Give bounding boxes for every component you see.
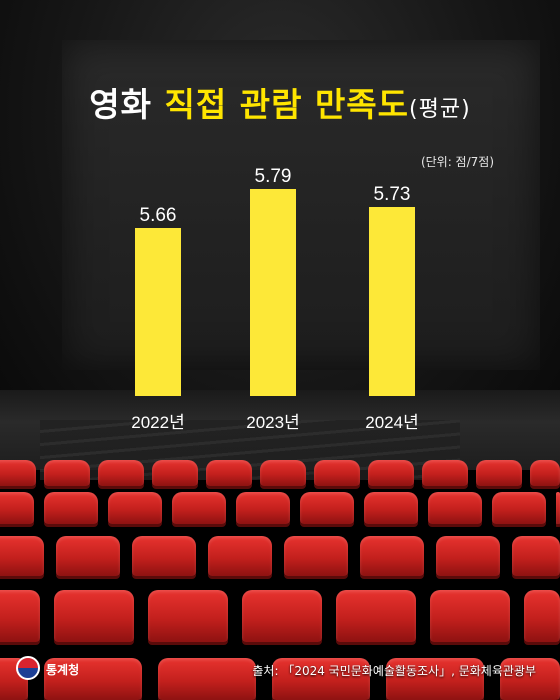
seat	[530, 460, 560, 486]
seat	[300, 492, 354, 524]
statistics-korea-logo-icon	[16, 656, 40, 680]
category-label: 2023년	[246, 413, 299, 432]
seat	[368, 460, 414, 486]
bar-2024년	[369, 207, 415, 396]
seat	[284, 536, 348, 576]
seat	[386, 658, 484, 700]
seat	[492, 492, 546, 524]
seat	[364, 492, 418, 524]
chart-title: 영화 직접 관람 만족도(평균)	[0, 78, 560, 126]
seat	[208, 536, 272, 576]
seat	[0, 492, 34, 524]
seat	[556, 492, 560, 524]
seat	[360, 536, 424, 576]
seat	[428, 492, 482, 524]
seat	[172, 492, 226, 524]
seat	[98, 460, 144, 486]
seat	[0, 590, 40, 642]
title-part-yellow: 직접 관람 만족도	[164, 85, 410, 124]
seat	[436, 536, 500, 576]
seat	[132, 536, 196, 576]
seat	[272, 658, 370, 700]
seat	[158, 658, 256, 700]
unit-label: (단위: 점/7점)	[420, 155, 494, 169]
value-label: 5.73	[374, 184, 411, 205]
seat	[0, 536, 44, 576]
seat	[148, 590, 228, 642]
seat	[512, 536, 560, 576]
seat	[476, 460, 522, 486]
seat	[44, 658, 142, 700]
seat	[206, 460, 252, 486]
seat	[314, 460, 360, 486]
seat	[260, 460, 306, 486]
value-label: 5.79	[255, 166, 292, 187]
seat	[236, 492, 290, 524]
title-part-white: 영화	[89, 85, 153, 124]
seat	[54, 590, 134, 642]
seat	[108, 492, 162, 524]
seat	[500, 658, 560, 700]
seat	[430, 590, 510, 642]
seat	[44, 460, 90, 486]
seat	[56, 536, 120, 576]
source-note: 출처: 「2024 국민문화예술활동조사」, 문화체육관광부	[252, 664, 536, 678]
value-label: 5.66	[140, 205, 177, 226]
seat	[242, 590, 322, 642]
bar-2023년	[250, 189, 296, 396]
category-label: 2024년	[365, 413, 418, 432]
org-name: 통계청	[46, 663, 80, 677]
seat	[44, 492, 98, 524]
seat	[524, 590, 560, 642]
seat	[152, 460, 198, 486]
bar-2022년	[135, 228, 181, 396]
category-label: 2022년	[131, 413, 184, 432]
seat	[336, 590, 416, 642]
seat	[0, 460, 36, 486]
seat	[422, 460, 468, 486]
title-part-paren: (평균)	[409, 97, 471, 122]
